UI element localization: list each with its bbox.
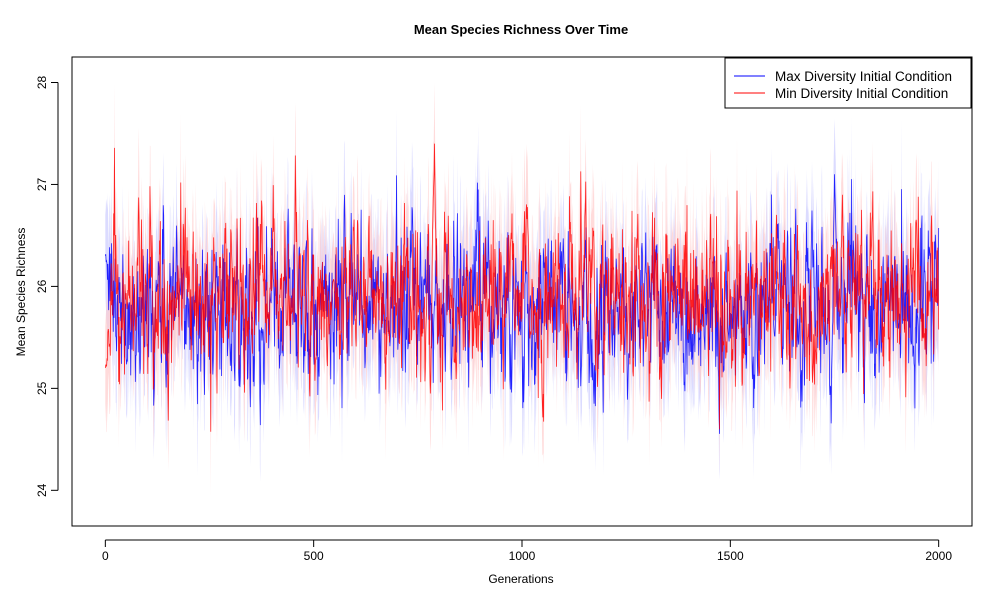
plot-frame: [71, 56, 973, 527]
x-tick-label: 1000: [509, 549, 536, 563]
y-tick-label: 25: [35, 381, 49, 395]
series-lines: [104, 143, 940, 434]
series-line-1: [104, 143, 940, 432]
x-tick-label: 2000: [925, 549, 952, 563]
x-tick-label: 1500: [717, 549, 744, 563]
chart-title: Mean Species Richness Over Time: [414, 22, 628, 37]
x-tick-label: 0: [102, 549, 109, 563]
y-axis-label: Mean Species Richness: [14, 228, 28, 357]
legend-box: [724, 57, 972, 109]
y-tick-label: 27: [35, 177, 49, 191]
x-axis: 0 500 1000 1500 2000: [102, 539, 952, 563]
legend: Max Diversity Initial Condition Min Dive…: [724, 57, 972, 109]
x-axis-label: Generations: [488, 572, 553, 586]
legend-label-min: Min Diversity Initial Condition: [775, 86, 948, 101]
x-tick-label: 500: [304, 549, 324, 563]
y-tick-label: 26: [35, 279, 49, 293]
y-axis: 24 25 26 27 28: [35, 75, 59, 497]
y-tick-label: 24: [35, 483, 49, 497]
legend-label-max: Max Diversity Initial Condition: [775, 69, 952, 84]
y-tick-label: 28: [35, 75, 49, 89]
